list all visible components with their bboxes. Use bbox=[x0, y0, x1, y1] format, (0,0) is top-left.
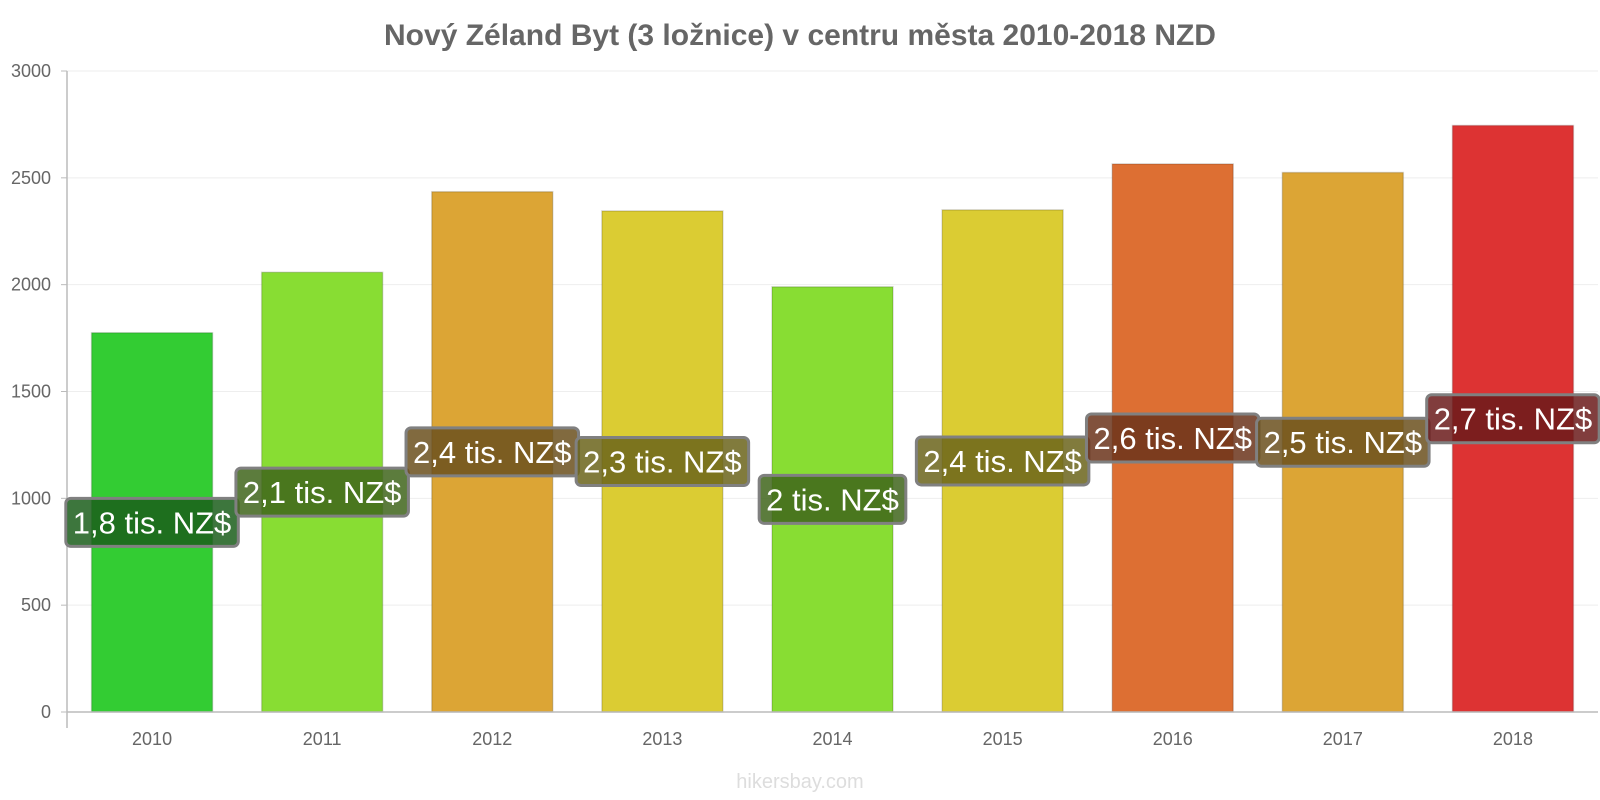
x-tick-label: 2013 bbox=[642, 729, 682, 749]
data-label-box bbox=[757, 473, 908, 525]
data-label-text: 2,6 tis. NZ$ bbox=[1093, 421, 1252, 456]
y-tick-label: 500 bbox=[21, 595, 51, 615]
x-tick-label: 2014 bbox=[812, 729, 852, 749]
data-label-2012: 2,4 tis. NZ$ bbox=[404, 426, 581, 478]
data-label-box bbox=[234, 466, 410, 518]
y-tick-label: 1000 bbox=[11, 488, 51, 508]
y-tick-label: 2000 bbox=[11, 275, 51, 295]
data-label-2016: 2,6 tis. NZ$ bbox=[1084, 412, 1261, 464]
y-tick-label: 2500 bbox=[11, 168, 51, 188]
data-label-text: 1,8 tis. NZ$ bbox=[73, 505, 232, 540]
data-label-text: 2,4 tis. NZ$ bbox=[413, 435, 572, 470]
x-axis-ticks: 2010 2011 2012 2013 2014 2015 2016 2017 2018 bbox=[132, 729, 1533, 749]
data-label-box bbox=[574, 435, 751, 487]
x-tick-label: 2012 bbox=[472, 729, 512, 749]
x-tick-label: 2017 bbox=[1323, 729, 1363, 749]
chart-title: Nový Zéland Byt (3 ložnice) v centru měs… bbox=[384, 19, 1216, 52]
y-axis-ticks: 0 500 1000 1500 2000 2500 3000 bbox=[11, 61, 67, 722]
x-tick-label: 2018 bbox=[1493, 729, 1533, 749]
data-label-box bbox=[1425, 393, 1600, 445]
x-tick-label: 2010 bbox=[132, 729, 172, 749]
data-label-text: 2,1 tis. NZ$ bbox=[243, 475, 402, 510]
data-labels: 1,8 tis. NZ$ 2,1 tis. NZ$ 2,4 tis. NZ$ 2,3 … bbox=[64, 393, 1600, 548]
data-label-text: 2 tis. NZ$ bbox=[766, 482, 899, 517]
y-tick-label: 3000 bbox=[11, 61, 51, 81]
data-label-2018: 2,7 tis. NZ$ bbox=[1425, 393, 1600, 445]
data-label-2011: 2,1 tis. NZ$ bbox=[234, 466, 410, 518]
credit-text: hikersbay.com bbox=[736, 771, 863, 793]
data-label-2014: 2 tis. NZ$ bbox=[757, 473, 908, 525]
data-label-box bbox=[64, 496, 240, 548]
x-tick-label: 2015 bbox=[983, 729, 1023, 749]
data-label-text: 2,3 tis. NZ$ bbox=[583, 444, 742, 479]
data-label-2010: 1,8 tis. NZ$ bbox=[64, 496, 240, 548]
x-tick-label: 2011 bbox=[303, 729, 342, 749]
data-label-text: 2,5 tis. NZ$ bbox=[1264, 425, 1423, 460]
data-label-text: 2,7 tis. NZ$ bbox=[1434, 402, 1593, 437]
y-tick-label: 0 bbox=[41, 702, 51, 722]
y-tick-label: 1500 bbox=[11, 382, 51, 402]
data-label-2015: 2,4 tis. NZ$ bbox=[914, 435, 1091, 487]
data-label-2013: 2,3 tis. NZ$ bbox=[574, 435, 751, 487]
x-tick-label: 2016 bbox=[1153, 729, 1193, 749]
axes bbox=[66, 71, 1598, 728]
data-label-2017: 2,5 tis. NZ$ bbox=[1255, 416, 1431, 468]
data-label-text: 2,4 tis. NZ$ bbox=[923, 444, 1082, 479]
